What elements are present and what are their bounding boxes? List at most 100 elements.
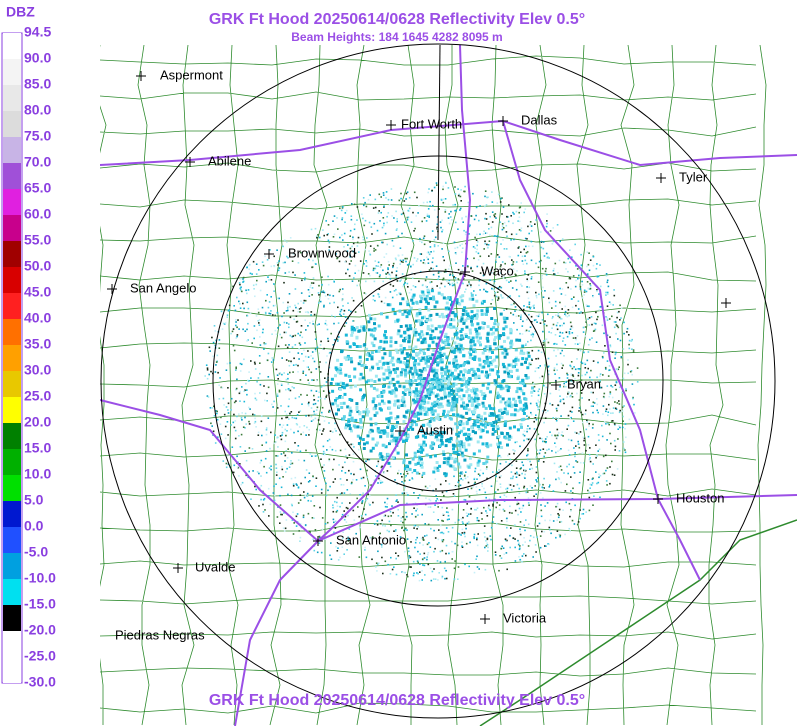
echo (537, 406, 539, 408)
echo (464, 190, 466, 193)
echo (522, 417, 526, 421)
echo (283, 281, 285, 284)
echo (436, 469, 440, 472)
echo (545, 395, 548, 398)
echo (440, 360, 444, 364)
echo (319, 300, 322, 303)
echo (432, 267, 434, 270)
echo (462, 354, 466, 358)
echo (361, 499, 364, 502)
echo (340, 314, 342, 317)
echo (286, 322, 288, 324)
echo (216, 354, 219, 357)
echo (397, 515, 400, 517)
echo (402, 347, 406, 350)
echo (423, 564, 426, 567)
echo (474, 470, 476, 473)
echo (310, 500, 312, 502)
echo (235, 387, 238, 390)
echo (521, 379, 525, 383)
echo (304, 524, 307, 526)
echo (503, 553, 506, 555)
echo (555, 446, 557, 448)
echo (499, 272, 502, 274)
echo (415, 391, 419, 395)
echo (402, 397, 406, 401)
echo (481, 351, 485, 355)
echo (311, 351, 314, 353)
echo (428, 542, 430, 544)
echo (436, 399, 440, 403)
echo (511, 365, 515, 369)
echo (599, 264, 601, 266)
echo (494, 420, 498, 424)
echo (435, 265, 438, 267)
echo (266, 259, 269, 261)
echo (453, 281, 456, 284)
echo (543, 487, 545, 489)
echo (347, 302, 349, 304)
echo (316, 236, 318, 239)
echo (583, 289, 586, 292)
echo (362, 272, 365, 274)
echo (242, 276, 245, 279)
echo (429, 336, 433, 340)
echo (592, 264, 595, 267)
echo (205, 364, 208, 366)
echo (428, 328, 432, 332)
echo (530, 315, 533, 318)
echo (464, 318, 468, 322)
echo (433, 529, 435, 532)
echo (452, 451, 456, 454)
echo (420, 465, 424, 469)
echo (366, 476, 369, 479)
echo (510, 280, 512, 282)
echo (363, 224, 366, 227)
echo (374, 267, 377, 270)
echo (505, 461, 507, 463)
echo (447, 377, 451, 381)
echo (412, 398, 416, 402)
echo (596, 403, 599, 406)
echo (484, 568, 487, 571)
echo (277, 327, 279, 329)
echo (607, 375, 610, 377)
echo (454, 193, 457, 195)
echo (397, 277, 399, 279)
echo (502, 239, 504, 241)
echo (505, 488, 507, 490)
echo (322, 428, 325, 430)
echo (458, 350, 462, 354)
echo (281, 468, 284, 471)
echo (373, 317, 377, 321)
echo (626, 327, 629, 330)
echo (244, 427, 246, 429)
echo (614, 449, 616, 451)
echo (388, 372, 392, 375)
echo (407, 312, 411, 316)
echo (414, 435, 418, 439)
echo (332, 518, 335, 521)
echo (485, 360, 489, 364)
echo (372, 501, 374, 504)
echo (485, 468, 488, 470)
echo (446, 325, 450, 329)
echo (437, 361, 440, 365)
echo (313, 505, 316, 507)
echo (473, 391, 477, 395)
echo (535, 367, 538, 369)
echo (477, 403, 481, 407)
echo (347, 244, 349, 246)
echo (456, 413, 460, 417)
echo (273, 442, 276, 445)
echo (376, 563, 379, 566)
echo (353, 228, 356, 231)
echo (422, 440, 426, 444)
echo (408, 479, 411, 481)
echo (313, 410, 315, 413)
echo (337, 322, 340, 324)
echo (456, 388, 460, 392)
echo (427, 191, 429, 194)
echo (541, 437, 543, 440)
echo (285, 378, 288, 381)
